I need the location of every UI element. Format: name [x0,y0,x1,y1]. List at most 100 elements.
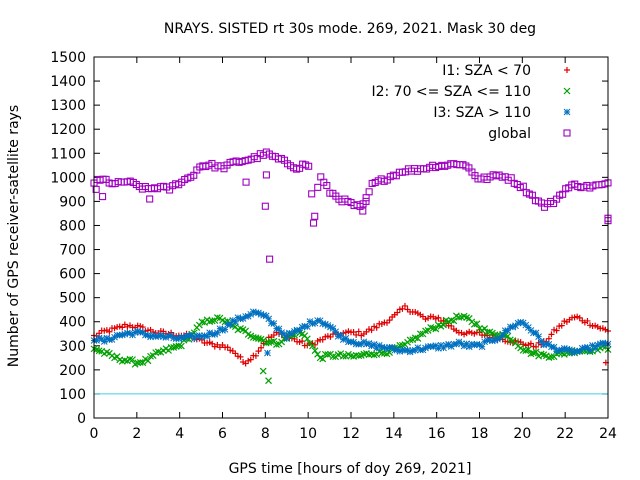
y-tick-label: 1100 [50,146,86,162]
data-point [144,357,152,365]
data-point [352,351,360,359]
data-point [486,336,494,344]
data-point [535,333,542,341]
data-point [558,346,566,354]
data-point [432,325,440,333]
data-point [355,328,362,335]
data-point [602,339,609,347]
data-point [368,327,375,334]
data-point [196,332,203,339]
data-point [481,325,489,332]
data-point [365,188,373,196]
data-point [260,311,267,319]
data-point [298,323,306,331]
data-point [144,331,152,339]
data-point [136,358,144,366]
data-point [422,327,429,335]
data-point [483,328,491,336]
legend-marker [563,87,571,95]
data-point [468,340,476,348]
data-point [203,333,211,340]
data-point [509,323,517,331]
data-point [303,323,311,331]
data-point [499,331,506,339]
data-point [154,332,162,340]
data-point [553,347,560,355]
outlier-point [261,202,269,210]
data-point [231,318,239,326]
legend-label: global [488,126,531,142]
outlier-point [265,377,272,385]
data-point [162,334,170,341]
legend-marker [564,67,570,73]
data-point [363,340,370,348]
plot-frame [93,56,609,419]
data-point [548,331,555,338]
data-point [188,331,196,339]
y-tick-label: 100 [59,387,86,403]
data-point [532,348,540,356]
y-axis-label: Number of GPS receiver-satellite rays [6,105,22,367]
data-point [147,333,154,341]
data-point [524,345,532,353]
y-tick-label: 500 [59,291,86,307]
data-point [391,346,399,354]
data-point [275,325,283,333]
data-point [568,349,576,357]
data-point [401,302,408,309]
data-point [208,317,216,325]
data-point [383,345,391,353]
data-point [285,329,293,337]
data-point [213,314,221,321]
data-point [435,314,442,321]
x-tick-label: 24 [599,426,617,442]
data-point [291,328,298,335]
data-point [255,309,262,317]
data-point [517,318,524,326]
x-tick-label: 2 [132,426,141,442]
data-point [303,335,311,343]
y-tick-label: 200 [59,363,86,379]
axis-ticks: 0 2 4 6 8 10 12 14 16 18 20 22 240100200300400500600… [50,50,617,442]
data-point [154,348,162,356]
data-point [249,333,257,341]
outlier-point [259,367,267,375]
y-tick-label: 1200 [50,122,86,138]
data-point [131,329,139,336]
data-point [553,327,560,334]
outlier-point [99,193,107,201]
data-point [265,315,273,323]
outlier-point [362,197,370,205]
legend-marker [563,129,571,137]
data-point [365,351,373,359]
data-point [347,338,355,345]
data-point [224,344,231,351]
data-point [329,353,337,361]
data-point [478,343,486,351]
x-tick-label: 8 [261,426,270,442]
data-point [519,346,527,354]
data-point [481,338,488,346]
data-point [375,342,383,349]
data-point [422,344,429,352]
data-point [134,327,142,335]
y-tick-label: 1500 [50,50,86,66]
data-point [532,329,540,337]
data-point [219,327,226,334]
data-point [311,347,319,355]
y-tick-label: 1400 [50,74,86,90]
data-point [175,335,183,343]
data-point [247,356,254,363]
data-point [211,330,219,338]
data-point [319,320,327,327]
data-point [324,322,332,329]
data-point [488,337,496,345]
data-point [270,320,278,327]
data-point [257,310,265,318]
data-point [473,320,481,328]
data-point [537,337,545,345]
data-point [221,326,229,333]
data-point [406,336,414,344]
